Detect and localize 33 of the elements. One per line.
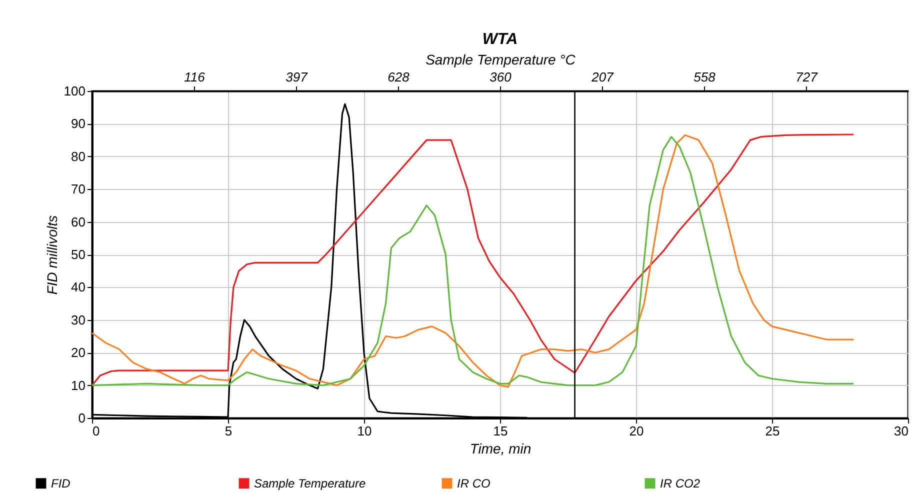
annotation: 558 [694, 70, 716, 84]
x-tick-label: 0 [92, 424, 100, 438]
x-tick-label: 10 [357, 424, 372, 438]
y-tick-label: 40 [71, 280, 86, 295]
x-tick-label: 30 [894, 424, 908, 438]
y-tick-label: 0 [78, 410, 86, 426]
y-tick-label: 90 [71, 116, 86, 132]
x2-axis-title: Sample Temperature °C [426, 52, 576, 68]
y-tick-label: 30 [71, 312, 86, 328]
y-axis-title: FID millivolts [44, 215, 60, 295]
y-tick-label: 10 [71, 378, 86, 393]
y-tick-label: 20 [71, 345, 86, 360]
x-tick-label: 15 [493, 424, 508, 438]
x-axis-title: Time, min [470, 440, 532, 456]
annotation: 116 [184, 70, 206, 84]
annotation: 397 [286, 70, 308, 84]
annotation: 727 [796, 70, 818, 84]
y-tick-label: 60 [71, 214, 86, 230]
x-tick-label: 20 [629, 424, 644, 438]
y-tick-label: 70 [71, 182, 86, 197]
annotation: 628 [388, 70, 410, 84]
x-tick-label: 5 [224, 424, 232, 438]
y-tick-label: 80 [71, 148, 86, 164]
x-tick-label: 25 [765, 424, 780, 438]
legend-label: IR CO2 [660, 476, 700, 490]
y-tick-label: 100 [64, 84, 86, 98]
chart-title: WTA [482, 31, 518, 48]
legend-label: FID [51, 476, 71, 490]
annotation: 360 [490, 70, 512, 84]
y-tick-label: 50 [71, 247, 86, 262]
annotation: 207 [590, 70, 614, 84]
legend-label: IR CO [457, 476, 490, 490]
legend-label: Sample Temperature [254, 476, 366, 490]
